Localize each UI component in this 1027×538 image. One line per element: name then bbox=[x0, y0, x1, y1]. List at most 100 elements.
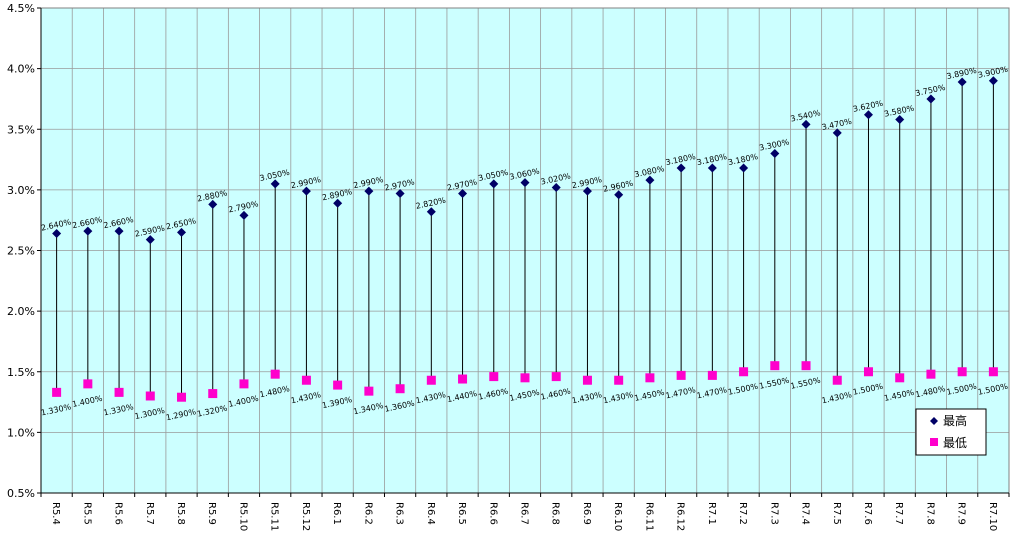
y-axis: 0.5% 1.0% 1.5% 2.0% 2.5% 3.0% 3.5% 4.0% 4.5% bbox=[7, 2, 42, 500]
x-tick-label: R5.8 bbox=[175, 502, 186, 525]
high-marker bbox=[582, 186, 592, 196]
high-marker bbox=[926, 94, 936, 104]
high-marker bbox=[301, 186, 311, 196]
high-marker bbox=[739, 163, 749, 173]
low-marker bbox=[301, 375, 311, 385]
high-marker bbox=[707, 163, 717, 173]
high-marker bbox=[645, 175, 655, 185]
low-marker bbox=[395, 384, 405, 394]
high-marker bbox=[957, 77, 967, 87]
high-marker bbox=[895, 115, 905, 125]
y-tick-label: 2.0% bbox=[7, 305, 35, 318]
legend: 最高 最低 bbox=[915, 408, 987, 456]
low-marker bbox=[333, 380, 343, 390]
y-tick-label: 3.0% bbox=[7, 184, 35, 197]
high-marker bbox=[863, 110, 873, 120]
y-tick-label: 4.0% bbox=[7, 63, 35, 76]
low-marker bbox=[145, 391, 155, 401]
x-tick-label: R7.5 bbox=[831, 502, 842, 525]
low-marker bbox=[645, 373, 655, 383]
x-tick-label: R6.4 bbox=[425, 502, 436, 525]
x-tick-label: R7.1 bbox=[706, 502, 717, 525]
low-marker bbox=[208, 389, 218, 399]
high-marker bbox=[489, 179, 499, 189]
y-tick-label: 1.5% bbox=[7, 366, 35, 379]
x-tick-label: R6.8 bbox=[550, 502, 561, 525]
x-tick-label: R6.7 bbox=[519, 502, 530, 525]
y-tick-label: 0.5% bbox=[7, 487, 35, 500]
high-marker bbox=[208, 199, 218, 209]
high-marker bbox=[364, 186, 374, 196]
x-tick-label: R6.5 bbox=[456, 502, 467, 525]
legend-box bbox=[915, 408, 987, 456]
x-tick-label: R5.4 bbox=[50, 502, 61, 525]
low-marker bbox=[177, 392, 187, 402]
low-marker bbox=[239, 379, 249, 389]
x-tick-label: R6.3 bbox=[394, 502, 405, 525]
y-tick-label: 2.5% bbox=[7, 245, 35, 258]
high-marker bbox=[832, 128, 842, 138]
x-tick-label: R5.7 bbox=[144, 502, 155, 525]
low-marker bbox=[52, 387, 62, 397]
high-marker bbox=[239, 210, 249, 220]
low-marker bbox=[957, 367, 967, 377]
y-tick-label: 3.5% bbox=[7, 123, 35, 136]
x-tick-label: R7.4 bbox=[800, 502, 811, 525]
low-marker bbox=[676, 370, 686, 380]
y-tick-label: 4.5% bbox=[7, 2, 35, 15]
high-marker bbox=[145, 235, 155, 245]
low-marker bbox=[582, 375, 592, 385]
low-marker bbox=[801, 361, 811, 371]
x-tick-label: R5.10 bbox=[237, 502, 248, 531]
x-tick-label: R6.11 bbox=[643, 502, 654, 531]
plot-area-group bbox=[40, 7, 1010, 494]
high-marker bbox=[270, 179, 280, 189]
low-marker bbox=[832, 375, 842, 385]
x-tick-label: R5.5 bbox=[81, 502, 92, 525]
x-tick-label: R7.8 bbox=[924, 502, 935, 525]
x-tick-label: R6.1 bbox=[331, 502, 342, 525]
high-marker bbox=[395, 189, 405, 199]
x-tick-label: R6.10 bbox=[612, 502, 623, 531]
low-marker bbox=[926, 369, 936, 379]
low-marker bbox=[551, 372, 561, 382]
legend-label-low: 最低 bbox=[943, 436, 967, 450]
x-tick-label: R6.12 bbox=[675, 502, 686, 531]
x-tick-label: R6.6 bbox=[487, 502, 498, 525]
low-marker bbox=[83, 379, 93, 389]
legend-square-icon bbox=[930, 438, 938, 446]
high-marker bbox=[458, 189, 468, 199]
high-marker bbox=[114, 226, 124, 236]
low-marker bbox=[489, 372, 499, 382]
low-marker bbox=[988, 367, 998, 377]
high-marker bbox=[988, 76, 998, 86]
x-tick-label: R7.2 bbox=[737, 502, 748, 525]
low-marker bbox=[520, 373, 530, 383]
x-tick-label: R7.7 bbox=[893, 502, 904, 525]
low-marker bbox=[895, 373, 905, 383]
low-marker bbox=[739, 367, 749, 377]
low-marker bbox=[863, 367, 873, 377]
low-marker bbox=[270, 369, 280, 379]
high-marker bbox=[614, 190, 624, 200]
high-marker bbox=[551, 182, 561, 192]
high-marker bbox=[676, 163, 686, 173]
x-tick-label: R7.9 bbox=[956, 502, 967, 525]
high-marker bbox=[801, 119, 811, 129]
low-marker bbox=[364, 386, 374, 396]
x-tick-label: R7.10 bbox=[987, 502, 998, 531]
high-marker bbox=[177, 227, 187, 237]
x-tick-label: R6.2 bbox=[362, 502, 373, 525]
y-tick-label: 1.0% bbox=[7, 426, 35, 439]
high-marker bbox=[52, 229, 62, 239]
x-tick-label: R5.6 bbox=[113, 502, 124, 525]
high-marker bbox=[520, 178, 530, 188]
x-tick-label: R5.11 bbox=[269, 502, 280, 531]
x-tick-label: R5.9 bbox=[206, 502, 217, 525]
high-marker bbox=[770, 149, 780, 158]
high-marker bbox=[333, 198, 343, 208]
low-marker bbox=[114, 387, 124, 397]
legend-diamond-icon bbox=[930, 417, 938, 425]
low-marker bbox=[426, 375, 436, 385]
